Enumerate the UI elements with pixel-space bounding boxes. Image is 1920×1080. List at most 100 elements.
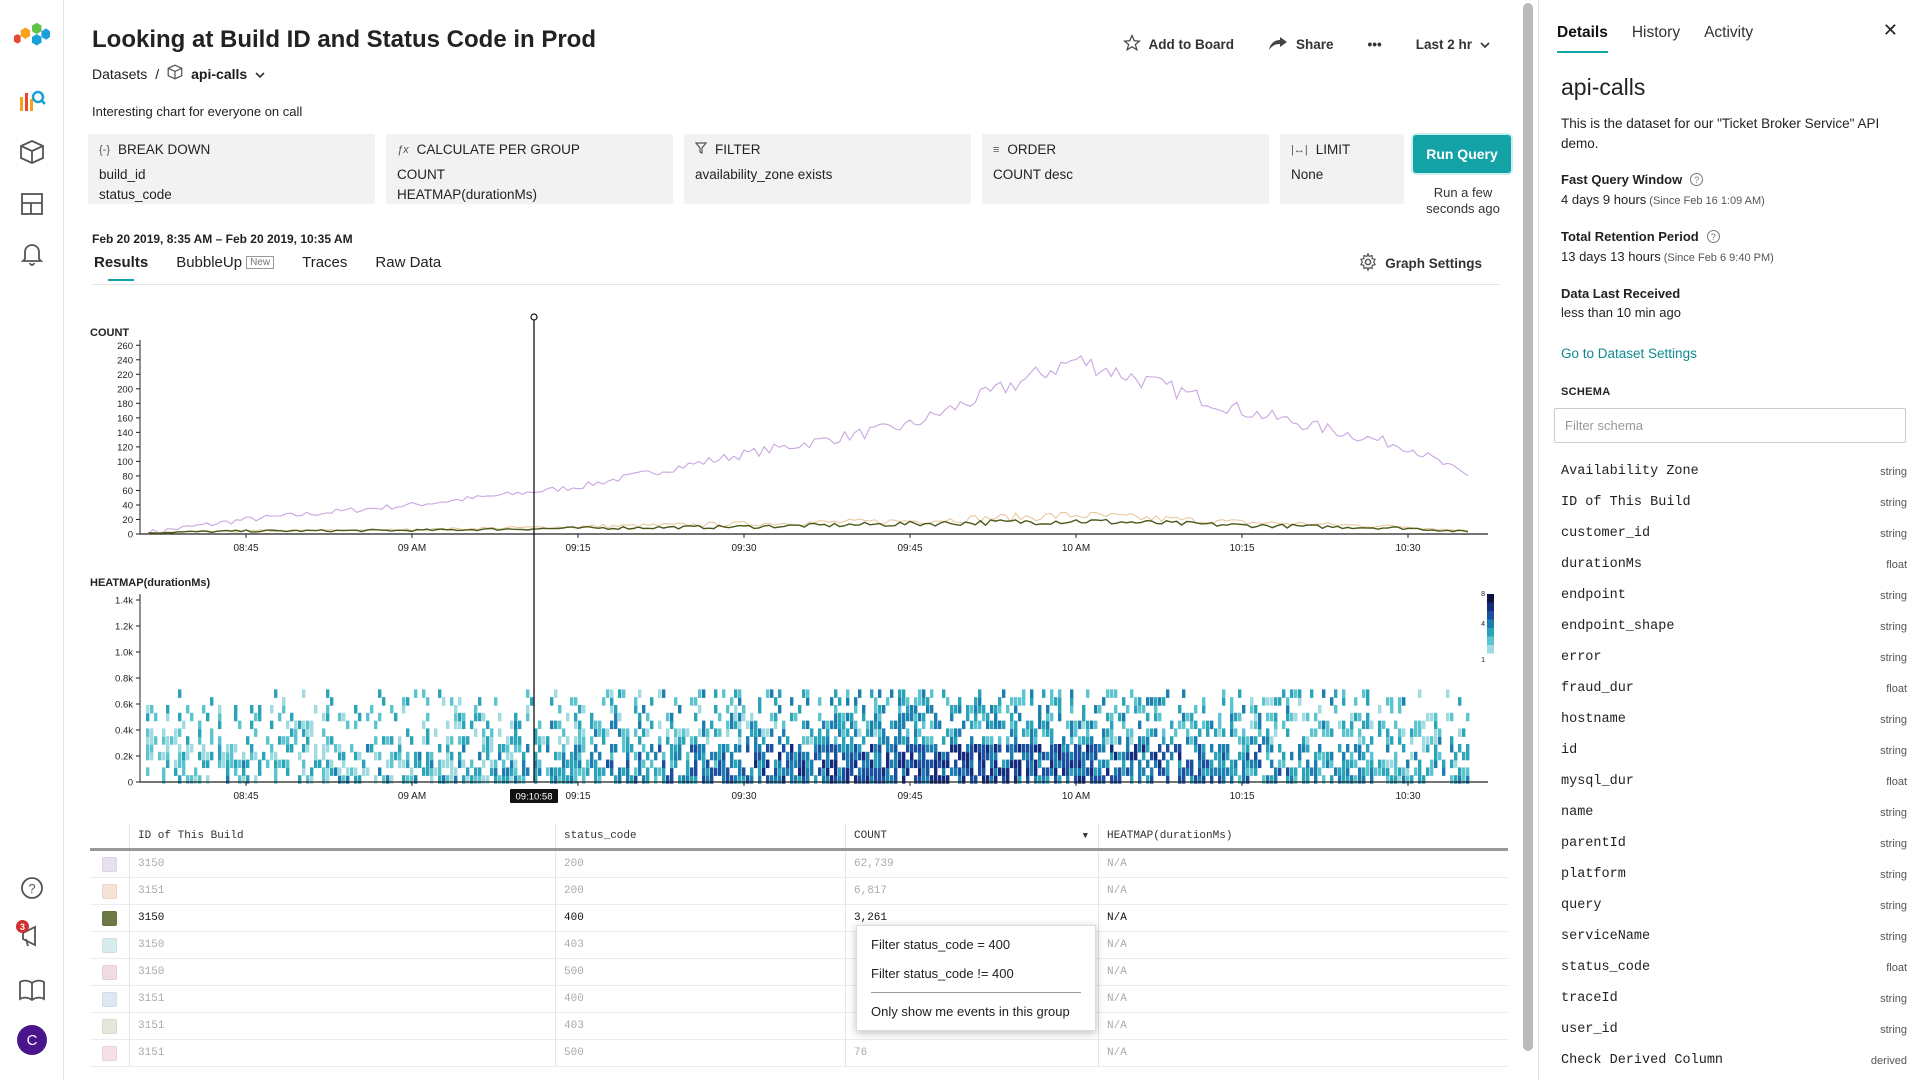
heatmap-cell[interactable] — [846, 759, 850, 769]
heatmap-cell[interactable] — [754, 736, 758, 745]
heatmap-cell[interactable] — [1054, 759, 1058, 769]
heatmap-cell[interactable] — [898, 712, 902, 722]
heatmap-cell[interactable] — [1118, 767, 1122, 776]
heatmap-cell[interactable] — [378, 712, 382, 722]
heatmap-cell[interactable] — [714, 759, 718, 769]
heatmap-cell[interactable] — [1062, 751, 1066, 761]
heatmap-cell[interactable] — [1346, 767, 1350, 776]
heatmap-cell[interactable] — [282, 705, 286, 714]
heatmap-cell[interactable] — [1098, 705, 1102, 714]
heatmap-cell[interactable] — [1218, 767, 1222, 776]
heatmap-cell[interactable] — [778, 775, 782, 784]
heatmap-cell[interactable] — [562, 775, 566, 784]
heatmap-cell[interactable] — [506, 744, 510, 753]
heatmap-cell[interactable] — [534, 759, 538, 769]
heatmap-cell[interactable] — [974, 744, 978, 753]
heatmap-cell[interactable] — [502, 775, 506, 784]
heatmap-cell[interactable] — [786, 759, 790, 769]
heatmap-cell[interactable] — [1402, 697, 1406, 706]
heatmap-cell[interactable] — [758, 728, 762, 737]
heatmap-cell[interactable] — [974, 720, 978, 730]
heatmap-cell[interactable] — [1206, 759, 1210, 769]
heatmap-cell[interactable] — [1370, 759, 1374, 769]
heatmap-cell[interactable] — [1186, 759, 1190, 769]
heatmap-cell[interactable] — [1194, 705, 1198, 714]
heatmap-cell[interactable] — [326, 705, 330, 714]
heatmap-cell[interactable] — [590, 720, 594, 730]
time-range-selector[interactable]: Last 2 hr — [1416, 37, 1490, 52]
heatmap-cell[interactable] — [1046, 728, 1050, 737]
heatmap-cell[interactable] — [262, 751, 266, 761]
count-series-line[interactable] — [147, 518, 1469, 534]
heatmap-cell[interactable] — [878, 689, 882, 698]
heatmap-cell[interactable] — [834, 736, 838, 745]
heatmap-cell[interactable] — [550, 697, 554, 706]
heatmap-cell[interactable] — [1434, 744, 1438, 753]
heatmap-cell[interactable] — [490, 744, 494, 753]
heatmap-cell[interactable] — [186, 736, 190, 745]
heatmap-cell[interactable] — [494, 759, 498, 769]
heatmap-cell[interactable] — [874, 728, 878, 737]
heatmap-cell[interactable] — [1434, 759, 1438, 769]
heatmap-cell[interactable] — [202, 705, 206, 714]
heatmap-cell[interactable] — [218, 744, 222, 753]
heatmap-cell[interactable] — [1430, 712, 1434, 722]
heatmap-cell[interactable] — [790, 767, 794, 776]
heatmap-cell[interactable] — [1182, 712, 1186, 722]
heatmap-cell[interactable] — [218, 712, 222, 722]
heatmap-cell[interactable] — [346, 767, 350, 776]
heatmap-cell[interactable] — [1090, 720, 1094, 730]
heatmap-cell[interactable] — [1198, 759, 1202, 769]
heatmap-cell[interactable] — [1230, 767, 1234, 776]
heatmap-cell[interactable] — [306, 720, 310, 730]
heatmap-cell[interactable] — [798, 767, 802, 776]
heatmap-cell[interactable] — [294, 720, 298, 730]
heatmap-cell[interactable] — [1030, 744, 1034, 753]
heatmap-cell[interactable] — [1314, 751, 1318, 761]
heatmap-cell[interactable] — [742, 775, 746, 784]
heatmap-cell[interactable] — [610, 689, 614, 698]
heatmap-cell[interactable] — [690, 767, 694, 776]
heatmap-cell[interactable] — [574, 751, 578, 761]
heatmap-cell[interactable] — [330, 759, 334, 769]
heatmap-cell[interactable] — [1450, 759, 1454, 769]
heatmap-cell[interactable] — [726, 767, 730, 776]
heatmap-cell[interactable] — [526, 689, 530, 698]
heatmap-cell[interactable] — [1422, 736, 1426, 745]
heatmap-cell[interactable] — [1254, 712, 1258, 722]
heatmap-cell[interactable] — [1202, 759, 1206, 769]
heatmap-cell[interactable] — [762, 728, 766, 737]
heatmap-cell[interactable] — [1038, 751, 1042, 761]
heatmap-cell[interactable] — [1090, 751, 1094, 761]
heatmap-cell[interactable] — [666, 775, 670, 784]
calculate-clause[interactable]: ƒx CALCULATE PER GROUP COUNT HEATMAP(dura… — [386, 134, 673, 204]
heatmap-cell[interactable] — [798, 751, 802, 761]
heatmap-cell[interactable] — [650, 744, 654, 753]
heatmap-cell[interactable] — [926, 705, 930, 714]
heatmap-cell[interactable] — [958, 697, 962, 706]
heatmap-cell[interactable] — [810, 736, 814, 745]
heatmap-cell[interactable] — [654, 775, 658, 784]
heatmap-cell[interactable] — [466, 775, 470, 784]
heatmap-cell[interactable] — [1110, 744, 1114, 753]
heatmap-cell[interactable] — [506, 775, 510, 784]
heatmap-cell[interactable] — [718, 767, 722, 776]
heatmap-cell[interactable] — [558, 767, 562, 776]
heatmap-cell[interactable] — [1306, 759, 1310, 769]
heatmap-cell[interactable] — [602, 728, 606, 737]
heatmap-cell[interactable] — [834, 759, 838, 769]
heatmap-cell[interactable] — [1110, 712, 1114, 722]
heatmap-cell[interactable] — [1110, 720, 1114, 730]
heatmap-cell[interactable] — [962, 751, 966, 761]
heatmap-cell[interactable] — [302, 720, 306, 730]
heatmap-cell[interactable] — [1210, 767, 1214, 776]
heatmap-cell[interactable] — [1182, 775, 1186, 784]
heatmap-cell[interactable] — [350, 767, 354, 776]
heatmap-cell[interactable] — [514, 759, 518, 769]
heatmap-cell[interactable] — [1182, 689, 1186, 698]
column-header-count[interactable]: COUNT ▼ — [846, 824, 1099, 848]
heatmap-cell[interactable] — [286, 767, 290, 776]
heatmap-cell[interactable] — [438, 689, 442, 698]
heatmap-cell[interactable] — [1286, 697, 1290, 706]
heatmap-cell[interactable] — [574, 759, 578, 769]
